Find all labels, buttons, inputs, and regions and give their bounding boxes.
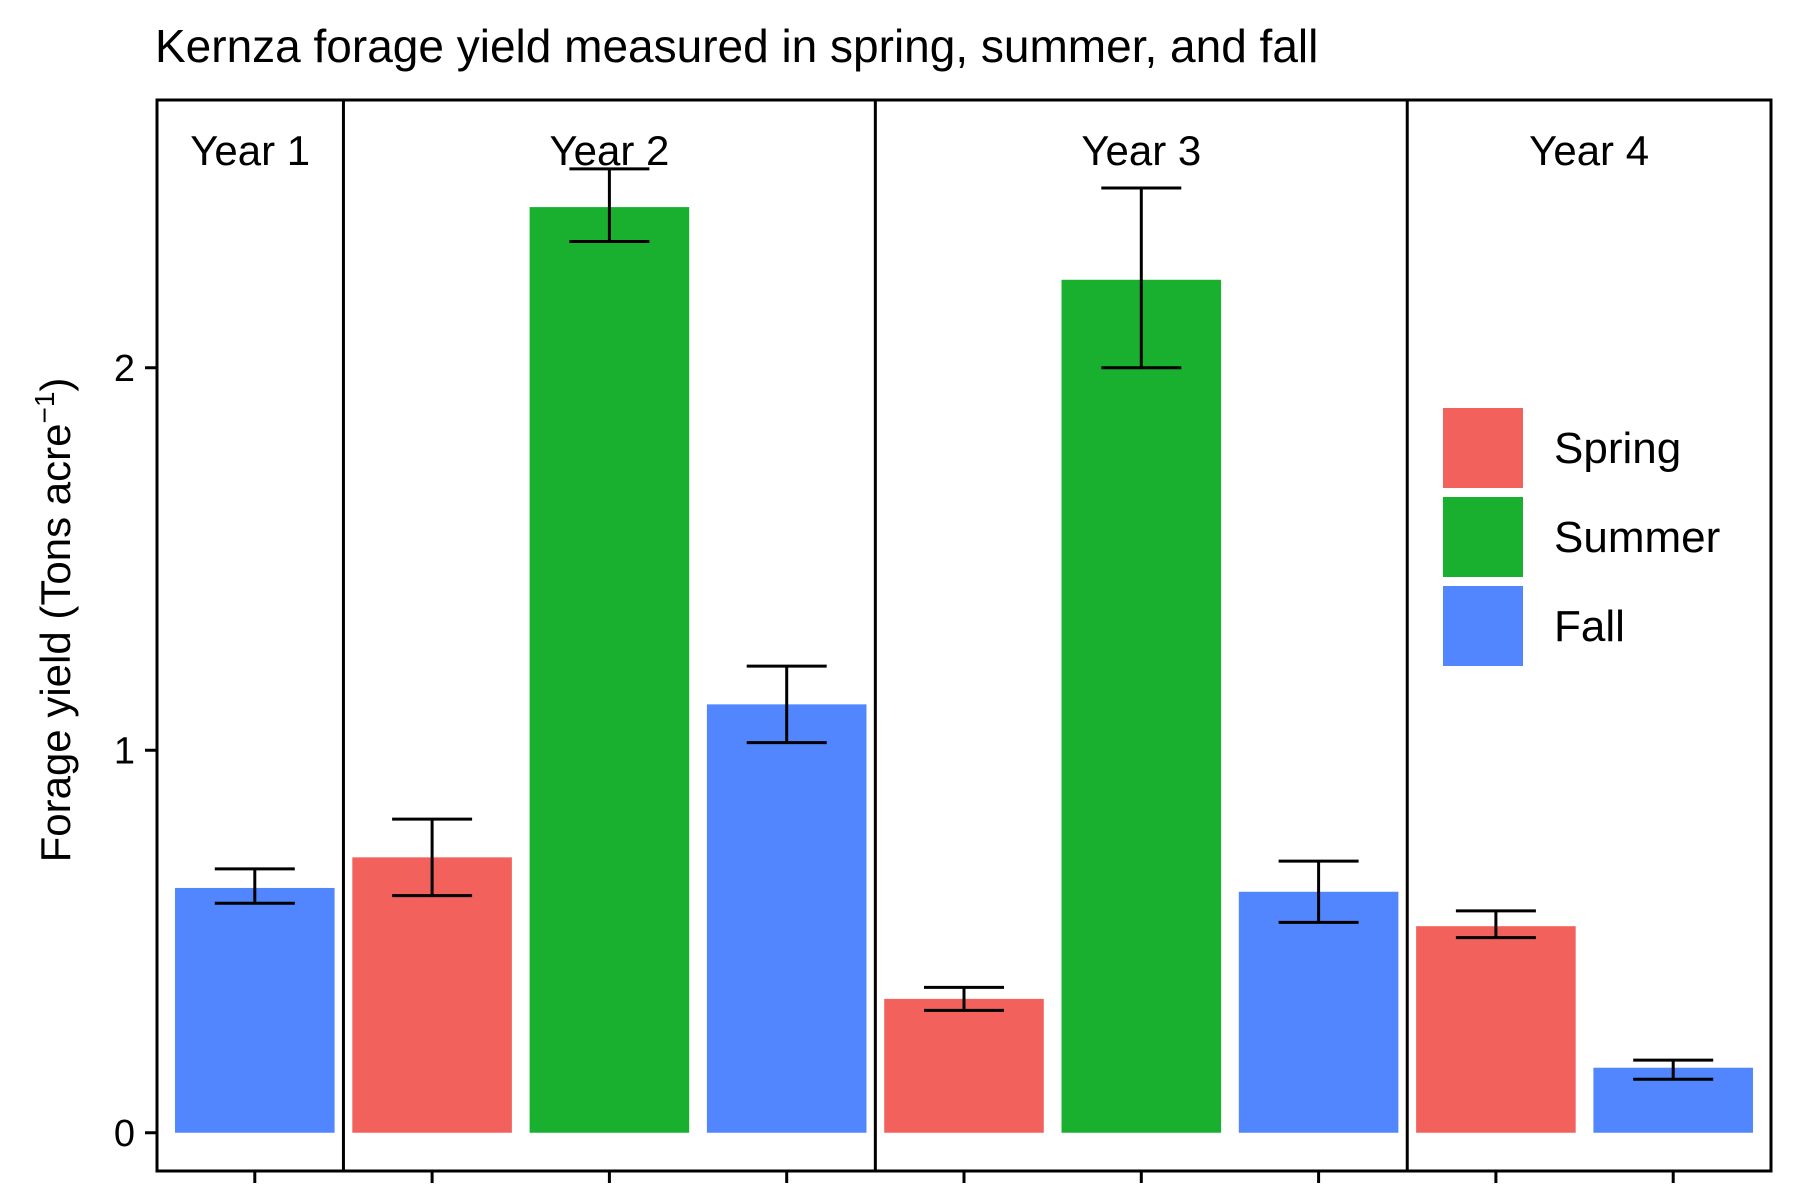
bar-year-4-spring: [1416, 926, 1576, 1133]
svg-text:Forage yield (Tons acre−1): Forage yield (Tons acre−1): [29, 378, 79, 863]
error-bar-year-4-fall: [1633, 1058, 1714, 1081]
bar-year-2-spring: [352, 857, 512, 1133]
y-axis-label-text: Forage yield (Tons acre: [32, 424, 79, 863]
facet-label-4: Year 4: [1529, 127, 1649, 174]
plot-area: Year 1 Year 2 Year 3 Year 4 0 1 2: [114, 98, 1773, 1183]
bar-year-1-fall: [175, 887, 335, 1133]
legend: Spring Summer Fall: [1441, 406, 1720, 668]
panel-border: [155, 98, 1773, 1173]
bar-year-2-fall: [706, 704, 867, 1133]
legend-label-fall: Fall: [1554, 602, 1625, 651]
error-bar-year-3-spring: [924, 985, 1004, 1012]
facet-label-2: Year 2: [549, 127, 669, 174]
bar-year-3-spring: [884, 998, 1044, 1133]
legend-key-spring: [1441, 406, 1525, 490]
legend-key-fall: [1441, 584, 1525, 668]
y-tick-label: 1: [114, 730, 135, 772]
error-bar-year-3-fall: [1278, 859, 1359, 924]
y-axis-label-superscript: −1: [29, 392, 60, 424]
y-tick-label: 0: [114, 1113, 135, 1155]
bar-year-2-summer: [529, 207, 690, 1133]
bar-year-3-summer: [1061, 279, 1222, 1133]
error-bar-year-4-spring: [1455, 909, 1536, 940]
legend-key-summer: [1441, 495, 1525, 579]
error-bar-year-2-fall: [746, 664, 827, 745]
facet-label-1: Year 1: [190, 127, 310, 174]
legend-label-summer: Summer: [1554, 513, 1720, 562]
y-axis-label: Forage yield (Tons acre−1): [29, 378, 79, 863]
legend-label-spring: Spring: [1554, 424, 1681, 473]
y-tick-label: 2: [114, 348, 135, 390]
error-bar-year-1-fall: [214, 867, 295, 905]
error-bar-year-3-summer: [1101, 186, 1182, 370]
error-bar-year-2-summer: [569, 167, 650, 244]
bar-year-3-fall: [1238, 891, 1399, 1133]
error-bar-year-2-spring: [392, 817, 473, 898]
chart-title: Kernza forage yield measured in spring, …: [155, 20, 1318, 72]
y-axis-label-close: ): [32, 378, 79, 392]
facet-label-3: Year 3: [1081, 127, 1201, 174]
